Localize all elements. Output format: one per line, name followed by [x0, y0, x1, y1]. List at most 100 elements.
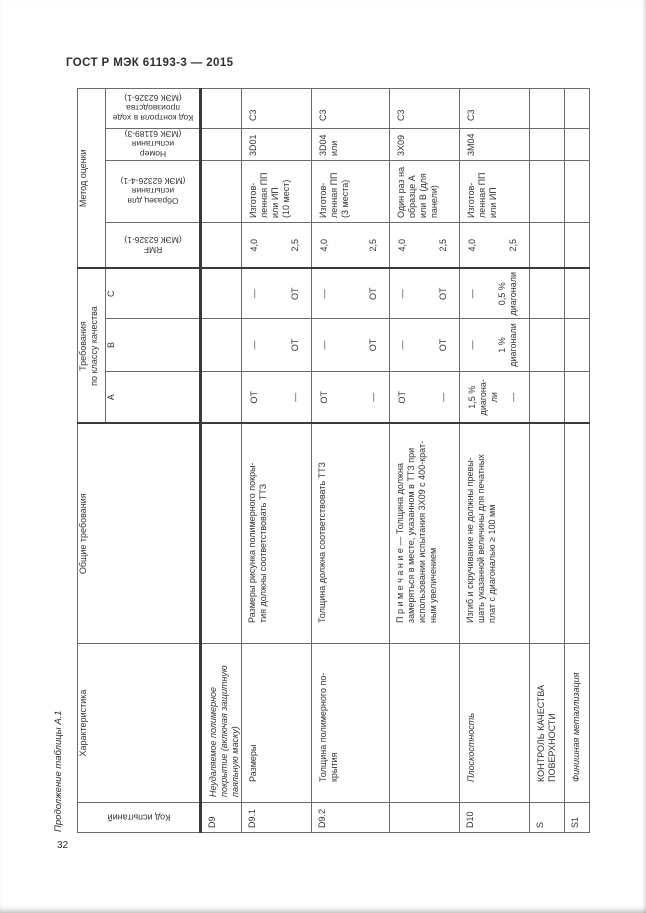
characteristic-text: Размеры — [248, 744, 258, 782]
cell-general: Изгиб и скручивание не должны превы- шат… — [459, 423, 530, 644]
rmf-upper: 4,0 — [249, 238, 259, 252]
general-text: Размеры рисунка полимерного покры- тия д… — [247, 462, 268, 623]
cell-characteristic — [389, 643, 460, 803]
header-sample: Образец для испытания (МЭК 62326-4-1) — [105, 160, 201, 223]
cell-general — [564, 423, 590, 644]
table-row-d9: D9 Неудаляемое полимерное покрытие (вклю… — [200, 88, 242, 833]
value-c-lower: 0,5 % диагонали — [497, 271, 518, 316]
cell-sample: Изготов- ленная ПП или ИП — [459, 160, 530, 223]
cell-class-b: — ОТ — [389, 318, 460, 372]
header-rmf: RMF (МЭК 62326-1) — [105, 222, 201, 269]
test-code: D9 — [207, 816, 217, 828]
cell-class-c — [564, 268, 590, 319]
cell-general — [529, 423, 565, 644]
value-b-lower: ОТ — [290, 338, 300, 352]
cell-class-c — [529, 268, 565, 319]
cell-class-a: ОТ — — [311, 371, 390, 424]
characteristic-text — [390, 644, 396, 802]
header-class-a-label: А — [106, 394, 116, 401]
cell-code: S — [529, 802, 565, 833]
cell-characteristic: Неудаляемое полимерное покрытие (включая… — [200, 643, 242, 803]
cell-rmf — [564, 222, 590, 269]
test-code: D10 — [465, 811, 475, 828]
value-b-lower: 1 % диагонали — [497, 323, 518, 367]
cell-class-c — [200, 268, 242, 319]
cell-general — [200, 423, 242, 644]
sample-text: Изготов- ленная ПП или ИП — [466, 172, 498, 218]
general-text — [565, 425, 570, 644]
characteristic-text: Плоскостность — [466, 712, 476, 782]
test-code: D9.1 — [247, 808, 257, 828]
cell-code: D9 — [200, 802, 242, 833]
class-a-values: ОТ — — [312, 372, 388, 423]
rmf-values: 4,0 2,5 — [312, 223, 388, 268]
table-row-s1: S1 Финишная металлизация — [564, 88, 590, 833]
header-class-c: С — [105, 268, 201, 319]
header-process-control-code-label: Код контроля в ходе производства (МЭК 62… — [112, 93, 193, 124]
cell-sample: Изготов- ленная ПП (3 места) — [311, 160, 390, 223]
general-text: Изгиб и скручивание не должны превы- шат… — [465, 454, 497, 623]
cell-control: С3 — [459, 88, 530, 129]
cell-code — [389, 802, 460, 833]
value-c-upper: — — [319, 289, 329, 299]
test-number-text: 3Х09 — [396, 134, 406, 156]
value-a-upper: ОТ — [397, 391, 407, 404]
cell-rmf: 4,0 2,5 — [241, 222, 312, 269]
rmf-lower: 2,5 — [290, 238, 300, 252]
value-a-lower: — — [508, 392, 518, 402]
value-a-upper: 1,5 % диагона- ли — [467, 379, 499, 416]
header-characteristic-label: Характеристика — [78, 689, 88, 757]
sample-text: Один раз на образце А или В (для панели) — [396, 166, 439, 218]
value-c-lower: ОТ — [368, 287, 378, 301]
header-evaluation-method: Метод оценки — [77, 88, 106, 269]
cell-class-c: — ОТ — [241, 268, 312, 319]
class-c-values: — ОТ — [312, 269, 388, 318]
cell-sample — [564, 160, 590, 223]
cell-number — [529, 128, 565, 161]
rmf-values: 4,0 2,5 — [390, 223, 458, 268]
test-number-text: 3D04 или — [318, 134, 339, 156]
header-class-c-label: С — [106, 290, 116, 298]
rmf-values: 4,0 2,5 — [242, 223, 310, 268]
cell-number: 3М04 — [459, 128, 530, 161]
cell-characteristic: КОНТРОЛЬ КАЧЕСТВА ПОВЕРХНОСТИ — [529, 643, 565, 803]
cell-sample: Один раз на образце А или В (для панели) — [389, 160, 460, 223]
table-a1: Код испытаний Характеристика Общие требо… — [77, 88, 590, 833]
table-reading-orientation: Продолжение таблицы А.1 Код испытаний Ха… — [53, 88, 590, 833]
rmf-lower: 2,5 — [438, 238, 448, 252]
header-test-code-label: Код испытаний — [107, 813, 170, 823]
cell-control: С3 — [389, 88, 460, 129]
class-b-values: — ОТ — [312, 319, 388, 371]
value-a-upper: ОТ — [319, 391, 329, 404]
rmf-values: 4,0 2,5 — [460, 223, 528, 268]
cell-code: S1 — [564, 802, 590, 833]
cell-class-b — [529, 318, 565, 372]
cell-class-b — [564, 318, 590, 372]
header-test-number: Номер испытания (МЭК 61189-3) — [105, 128, 201, 161]
header-rmf-label: RMF (МЭК 62326-1) — [123, 235, 182, 256]
cell-sample — [200, 160, 242, 223]
value-b-upper: — — [467, 340, 477, 350]
cell-number: 3D01 — [241, 128, 312, 161]
cell-class-c: — 0,5 % диагонали — [459, 268, 530, 319]
header-test-number-label: Номер испытания (МЭК 61189-3) — [124, 129, 181, 160]
cell-general: Размеры рисунка полимерного покры- тия д… — [241, 423, 312, 644]
rmf-upper: 4,0 — [319, 238, 329, 252]
test-code: S1 — [570, 816, 580, 828]
control-code-text: С3 — [396, 109, 406, 121]
header-class-requirements: Требования по классу качества — [77, 268, 106, 424]
general-text: Толщина должна соответствовать ТТЗ — [317, 462, 327, 623]
cell-characteristic: Толщина полимерного по- крытия — [311, 643, 390, 803]
cell-class-b: — 1 % диагонали — [459, 318, 530, 372]
cell-code: D10 — [459, 802, 530, 833]
header-test-code: Код испытаний — [77, 802, 201, 833]
cell-class-b: — ОТ — [241, 318, 312, 372]
class-a-values: ОТ — — [390, 372, 458, 423]
cell-number — [200, 128, 242, 161]
cell-characteristic: Размеры — [241, 643, 312, 803]
value-b-upper: — — [249, 340, 259, 350]
rmf-lower: 2,5 — [368, 238, 378, 252]
header-row-groups: Код испытаний Характеристика Общие требо… — [77, 88, 201, 833]
cell-characteristic: Плоскостность — [459, 643, 530, 803]
sample-text: Изготов- ленная ПП (3 места) — [318, 172, 350, 218]
